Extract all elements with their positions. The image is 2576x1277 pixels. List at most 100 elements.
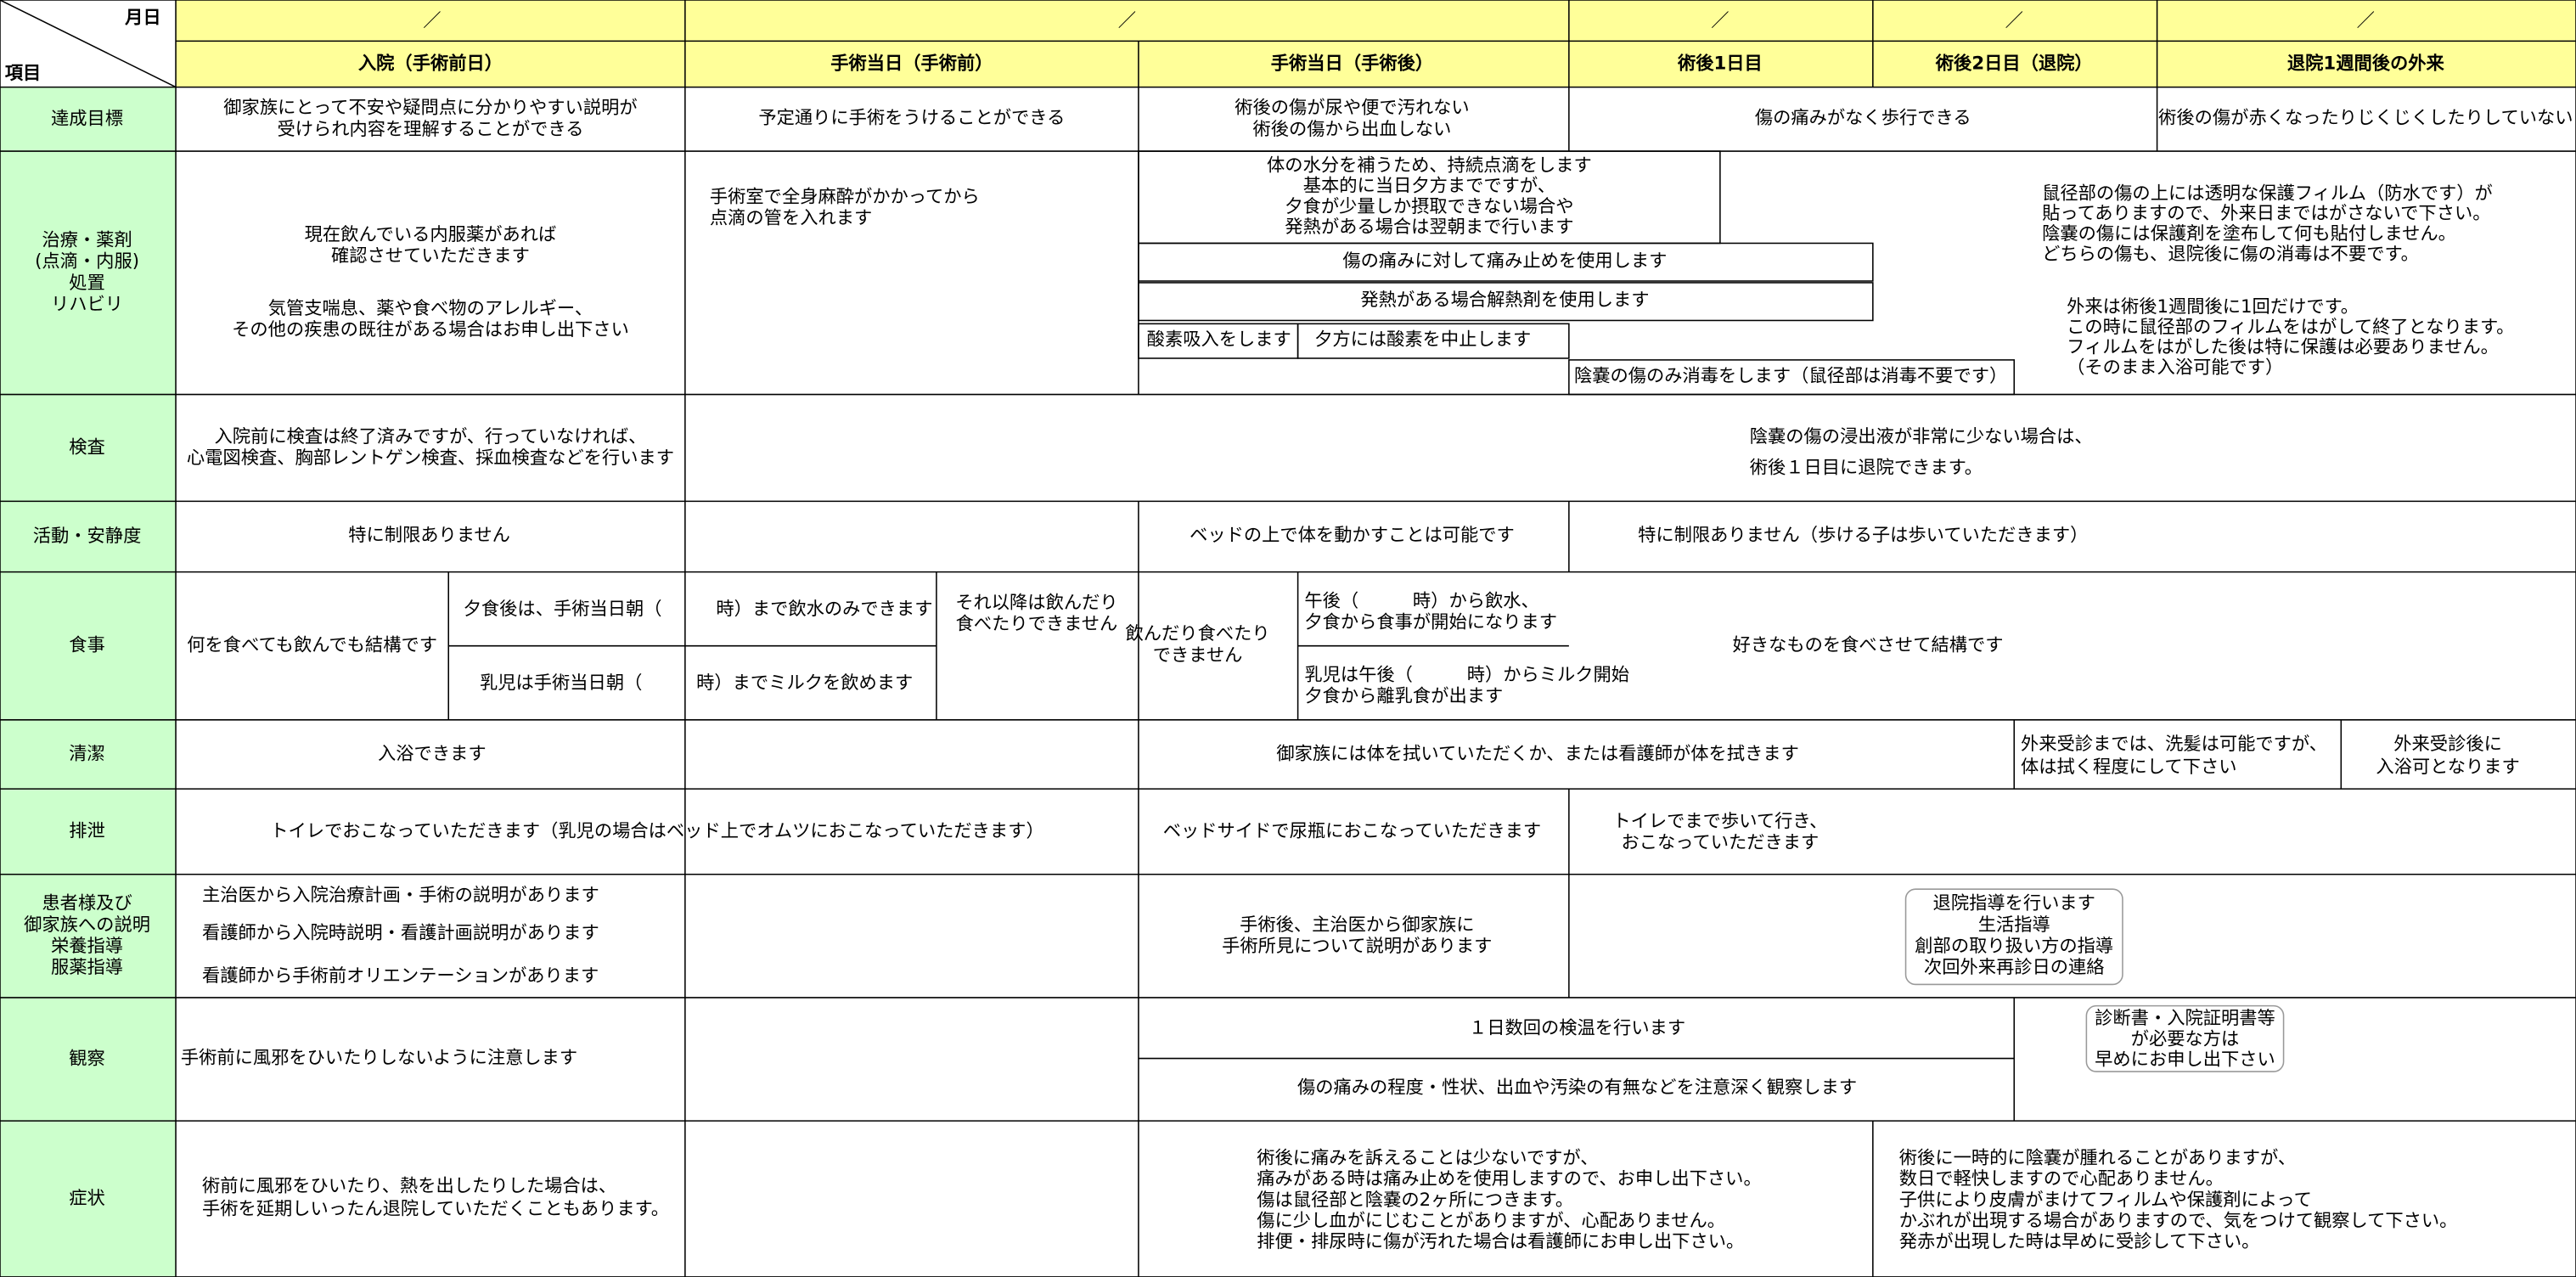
cell-text: 創部の取り扱い方の指導	[1915, 936, 2113, 957]
cell-text: 診断書・入院証明書等	[2095, 1008, 2275, 1029]
cell-text: 外来受診後に	[2393, 734, 2502, 755]
cell-text: 子供により皮膚がまけてフィルムや保護剤によって	[1899, 1190, 2312, 1211]
cell-text: できません	[1153, 644, 1243, 666]
cell-text: 外来受診までは、洗髪は可能ですが、	[2021, 734, 2327, 755]
certificate-bubble	[2085, 1004, 2285, 1072]
cell-text: １日数回の検温を行います	[1469, 1018, 1685, 1039]
row-label: リハビリ	[51, 294, 123, 315]
cell-text: 傷の痛みの程度・性状、出血や汚染の有無などを注意深く観察します	[1297, 1077, 1857, 1098]
cell-text: 入浴できます	[378, 743, 487, 764]
cell-text: 予定通りに手術をうけることができる	[758, 107, 1065, 128]
cell-text: 御家族には体を拭いていただくか、または看護師が体を拭きます	[1276, 743, 1799, 764]
date-cell: ／	[2357, 10, 2375, 31]
cell-text: この時に鼠径部のフィルムをはがして終了となります。	[2067, 317, 2514, 338]
row-label: 患者様及び	[42, 893, 132, 914]
cell-text: 痛みがある時は痛み止めを使用しますので、お申し出下さい。	[1257, 1168, 1761, 1190]
cell-text: 手術室で全身麻酔がかかってから	[710, 186, 980, 207]
cell-text: どちらの傷も、退院後に傷の消毒は不要です。	[2042, 244, 2419, 265]
row-label: 治療・薬剤	[42, 230, 132, 251]
row-label: 排泄	[69, 820, 105, 841]
date-cell: ／	[1711, 10, 1729, 31]
cell-text: トイレでおこなっていただきます（乳児の場合はベッド上でオムツにおこなっていただき…	[270, 820, 1043, 841]
oxygen-stop-box	[1296, 323, 1570, 359]
cell-text: 乳児は午後（ 時）からミルク開始	[1304, 665, 1629, 686]
cell-text: 現在飲んでいる内服薬があれば	[305, 224, 557, 245]
cell-text: 傷の痛みに対して痛み止めを使用します	[1342, 250, 1667, 272]
cell-text: 点滴の管を入れます	[710, 207, 872, 228]
date-label: 月日	[124, 7, 161, 28]
column-header: 術後1日目	[1677, 52, 1763, 74]
cell-text: 特に制限ありません（歩ける子は歩いていただきます）	[1638, 525, 2088, 546]
cell-text: 数日で軽快しますので心配ありません。	[1899, 1168, 2224, 1190]
cell-text: 好きなものを食べさせて結構です	[1733, 635, 2004, 656]
cell-text: 術後１日目に退院できます。	[1750, 458, 1983, 479]
cell-text: 何を食べても飲んでも結構です	[187, 635, 437, 656]
discharge-box	[1904, 888, 2123, 986]
item-label: 項目	[5, 63, 42, 84]
column-header: 手術当日（手術後）	[1271, 52, 1433, 74]
row-label: 観察	[69, 1049, 105, 1070]
label-column-bg	[0, 87, 177, 1277]
cell-text: 貼ってありますので、外来日まではがさないで下さい。	[2042, 203, 2490, 224]
cell-text: 傷の痛みがなく歩行できる	[1755, 107, 1971, 128]
cell-text: 傷に少し血がにじむことがありますが、心配ありません。	[1257, 1210, 1725, 1231]
column-header: 術後2日目（退院）	[1935, 52, 2093, 74]
cell-text: 次回外来再診日の連絡	[1924, 957, 2105, 978]
cell-text: 特に制限ありません	[348, 525, 510, 546]
cell-text: 退院指導を行います	[1933, 893, 2095, 914]
cell-text: が必要な方は	[2131, 1028, 2240, 1049]
cell-text: 基本的に当日夕方までですが、	[1303, 176, 1555, 197]
cell-text: ベッドの上で体を動かすことは可能です	[1190, 525, 1515, 546]
cell-text: 確認させていただきます	[331, 245, 530, 267]
cell-text: 術後の傷から出血しない	[1253, 119, 1452, 140]
cell-text: 術後の傷が尿や便で汚れない	[1235, 98, 1469, 119]
row-label: 御家族への説明	[24, 914, 150, 936]
cell-text: 術後に一時的に陰嚢が腫れることがありますが、	[1899, 1148, 2296, 1169]
cell-text: 食べたりできません	[956, 614, 1118, 635]
cell-text: 術後に痛みを訴えることは少ないですが、	[1257, 1148, 1598, 1169]
column-header: 手術当日（手術前）	[830, 52, 993, 74]
cell-text: 夕食から離乳食が出ます	[1304, 686, 1503, 707]
row-label: 処置	[69, 273, 105, 294]
cell-text: 早めにお申し出下さい	[2095, 1049, 2275, 1070]
cell-text: 夕方には酸素を中止します	[1314, 329, 1531, 351]
cell-text: 手術前に風邪をひいたりしないように注意します	[181, 1048, 577, 1069]
cell-text: 体は拭く程度にして下さい	[2021, 757, 2237, 778]
cell-text: 陰嚢の傷には保護剤を塗布して何も貼付しません。	[2042, 223, 2456, 245]
cell-text: それ以降は飲んだり	[955, 592, 1117, 613]
cell-text: 発赤が出現した時は早めに受診して下さい。	[1899, 1231, 2260, 1252]
cell-text: 手術を延期しいったん退院していただくこともあります。	[202, 1199, 669, 1220]
cell-text: 手術後、主治医から御家族に	[1240, 914, 1474, 936]
cell-text: フィルムをはがした後は特に保護は必要ありません。	[2067, 337, 2499, 358]
cell-text: 排便・排尿時に傷が汚れた場合は看護師にお申し出下さい。	[1257, 1231, 1744, 1252]
cell-text: 入浴可となります	[2376, 757, 2519, 778]
cell-text: 乳児は手術当日朝（ 時）までミルクを飲めます	[480, 672, 913, 694]
cell-text: 体の水分を補うため、持続点滴をします	[1267, 155, 1592, 176]
cell-text: 酸素吸入をします	[1147, 329, 1291, 351]
cell-text: 鼠径部の傷の上には透明な保護フィルム（防水です）が	[2042, 183, 2493, 204]
row-label: 清潔	[69, 743, 105, 764]
cell-text: （そのまま入浴可能です）	[2067, 357, 2283, 378]
cell-text: 主治医から入院治療計画・手術の説明があります	[202, 885, 599, 906]
cell-text: 発熱がある場合解熱剤を使用します	[1360, 290, 1649, 311]
row-label: 食事	[69, 635, 105, 656]
cell-text: 術後の傷が赤くなったりじくじくしたりしていない	[2158, 107, 2573, 128]
row-label: 栄養指導	[51, 936, 123, 957]
cell-text: トイレでまで歩いて行き、	[1612, 811, 1827, 832]
date-cell: ／	[2005, 10, 2023, 31]
cell-text: 看護師から手術前オリエンテーションがあります	[202, 965, 599, 987]
cell-text: 生活指導	[1978, 914, 2050, 936]
cell-text: 夕食後は、手術当日朝（ 時）まで飲水のみできます	[464, 599, 933, 620]
cell-text: 午後（ 時）から飲水、	[1304, 590, 1538, 611]
column-header: 退院1週間後の外来	[2287, 52, 2445, 74]
cell-text: 発熱がある場合は翌朝まで行います	[1285, 217, 1573, 238]
cell-text: 陰嚢の傷のみ消毒をします（鼠径部は消毒不要です）	[1574, 365, 2007, 386]
row-label: 服薬指導	[51, 957, 123, 978]
cell-text: 傷は鼠径部と陰嚢の2ヶ所につきます。	[1257, 1190, 1573, 1211]
cell-text: 術前に風邪をひいたり、熱を出したりした場合は、	[202, 1176, 616, 1197]
cell-text: 受けられ内容を理解することができる	[277, 119, 583, 140]
date-cell: ／	[1118, 10, 1136, 31]
cell-text: 陰嚢の傷の浸出液が非常に少ない場合は、	[1750, 426, 2093, 447]
cell-text: 看護師から入院時説明・看護計画説明があります	[202, 922, 599, 943]
